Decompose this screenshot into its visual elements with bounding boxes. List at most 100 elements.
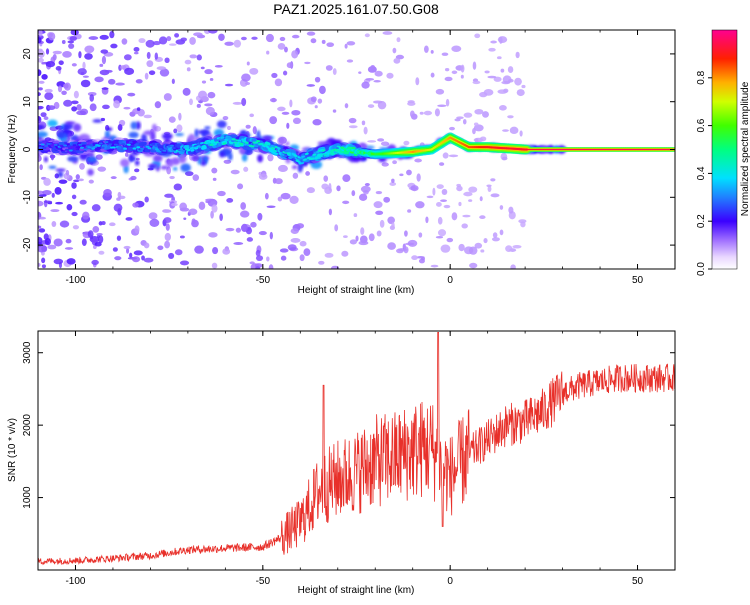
spectrogram-noise-blob	[365, 183, 370, 186]
spectrogram-noise-blob	[445, 68, 449, 71]
spectrogram-noise-blob	[98, 251, 104, 255]
spectrogram-energy-blob	[219, 151, 225, 158]
spectrogram-noise-blob	[105, 70, 113, 73]
spectrogram-noise-blob	[208, 28, 218, 34]
spectrogram-noise-blob	[247, 62, 250, 66]
spectrogram-ridge-segment	[274, 151, 276, 152]
spectrogram-noise-blob	[288, 244, 297, 250]
spectrogram-energy-blob	[192, 155, 200, 161]
spectrogram-noise-blob	[155, 101, 161, 108]
spectrogram-noise-blob	[88, 230, 94, 238]
spectrogram-noise-blob	[217, 191, 226, 196]
spectrogram-noise-blob	[210, 78, 214, 81]
spectrogram-noise-blob	[424, 46, 429, 53]
spectrogram-noise-blob	[175, 249, 183, 255]
spectrogram-energy-blob	[131, 121, 138, 129]
spectrogram-noise-blob	[393, 48, 397, 54]
spectrogram-noise-blob	[370, 65, 375, 70]
spectrogram-noise-blob	[178, 113, 181, 121]
spectrogram-noise-blob	[204, 69, 213, 74]
spectrogram-noise-blob	[100, 35, 109, 40]
spectrogram-noise-blob	[50, 209, 59, 212]
spectrogram-noise-blob	[472, 81, 480, 84]
spectrogram-noise-blob	[39, 194, 47, 197]
spectrogram-noise-blob	[449, 155, 458, 158]
spectrogram-noise-blob	[437, 104, 446, 106]
spectrogram-noise-blob	[499, 105, 507, 111]
spectrogram-noise-blob	[480, 136, 486, 141]
spectrogram-noise-blob	[240, 211, 249, 218]
spectrogram-noise-blob	[136, 79, 143, 83]
spectrogram-noise-blob	[336, 185, 340, 191]
spectrogram-noise-blob	[321, 184, 328, 190]
spectrogram-noise-blob	[188, 209, 197, 215]
spectrogram-energy-blob	[87, 157, 97, 162]
spectrogram-ridge-segment	[267, 147, 269, 148]
snr-ytick-label: 2000	[22, 414, 33, 437]
spectrogram-energy-blob	[73, 123, 81, 131]
spectrogram-noise-blob	[520, 221, 525, 227]
spectrogram-noise-blob	[328, 183, 331, 191]
spectrogram-noise-blob	[134, 225, 139, 233]
spectrogram-ridge-segment	[267, 144, 269, 145]
spectrogram-noise-blob	[474, 33, 480, 38]
spectrogram-noise-blob	[312, 119, 321, 125]
spectrogram-noise-blob	[480, 196, 483, 201]
spectrogram-noise-blob	[171, 203, 178, 206]
spectrogram-noise-blob	[452, 71, 458, 75]
spectrogram-noise-blob	[377, 138, 384, 141]
spectrogram-noise-blob	[436, 236, 443, 239]
spectrogram-noise-blob	[275, 79, 282, 87]
colorbar	[712, 30, 737, 269]
spectrogram-noise-blob	[74, 91, 79, 99]
spectrogram-noise-blob	[227, 126, 231, 130]
spectrogram-noise-blob	[319, 86, 326, 94]
spectrogram-noise-blob	[95, 242, 102, 247]
spectrogram-noise-blob	[212, 247, 218, 254]
spectrogram-noise-blob	[82, 239, 87, 246]
spectrogram-energy-blob	[166, 159, 174, 167]
spectrogram-energy-blob	[194, 129, 198, 138]
spectrogram-noise-blob	[246, 125, 251, 129]
spectrogram-noise-blob	[46, 61, 55, 67]
spectrogram-noise-blob	[315, 77, 320, 83]
spectrogram-energy-blob	[162, 133, 173, 140]
spectrogram-ytick-label: 0	[22, 146, 33, 152]
spectrogram-noise-blob	[218, 34, 225, 41]
spectrogram-noise-blob	[505, 245, 512, 252]
spectrogram-noise-blob	[63, 83, 69, 88]
spectrogram-noise-blob	[149, 212, 158, 219]
spectrogram-noise-blob	[361, 82, 369, 89]
spectrogram-noise-blob	[281, 256, 287, 261]
spectrogram-noise-blob	[502, 129, 509, 132]
spectrogram-noise-blob	[89, 94, 94, 102]
spectrogram-noise-blob	[283, 71, 287, 76]
spectrogram-noise-blob	[484, 70, 489, 73]
spectrogram-noise-blob	[157, 66, 166, 70]
spectrogram-noise-blob	[250, 222, 256, 228]
spectrogram-noise-blob	[282, 112, 290, 115]
spectrogram-noise-blob	[483, 238, 487, 243]
spectrogram-noise-blob	[418, 232, 422, 237]
spectrogram-energy-blob	[152, 124, 157, 133]
spectrogram-noise-blob	[102, 87, 109, 89]
spectrogram-noise-blob	[368, 104, 374, 108]
spectrogram-noise-blob	[169, 176, 175, 179]
spectrogram-noise-blob	[473, 62, 477, 70]
spectrogram-noise-blob	[436, 89, 444, 95]
spectrogram-noise-blob	[326, 65, 333, 71]
spectrogram-energy-blob	[204, 126, 210, 129]
spectrogram-noise-blob	[62, 40, 66, 44]
spectrogram-noise-blob	[90, 103, 97, 111]
spectrogram-noise-blob	[241, 73, 251, 81]
spectrogram-noise-blob	[192, 218, 196, 224]
spectrogram-noise-blob	[484, 89, 494, 96]
spectrogram-noise-blob	[386, 73, 393, 79]
spectrogram-noise-blob	[425, 216, 428, 223]
spectrogram-noise-blob	[249, 68, 258, 75]
spectrogram-noise-blob	[172, 79, 175, 84]
spectrogram-noise-blob	[124, 54, 132, 60]
spectrogram-noise-blob	[96, 154, 103, 159]
spectrogram-noise-blob	[458, 202, 461, 206]
spectrogram-noise-blob	[458, 244, 464, 251]
